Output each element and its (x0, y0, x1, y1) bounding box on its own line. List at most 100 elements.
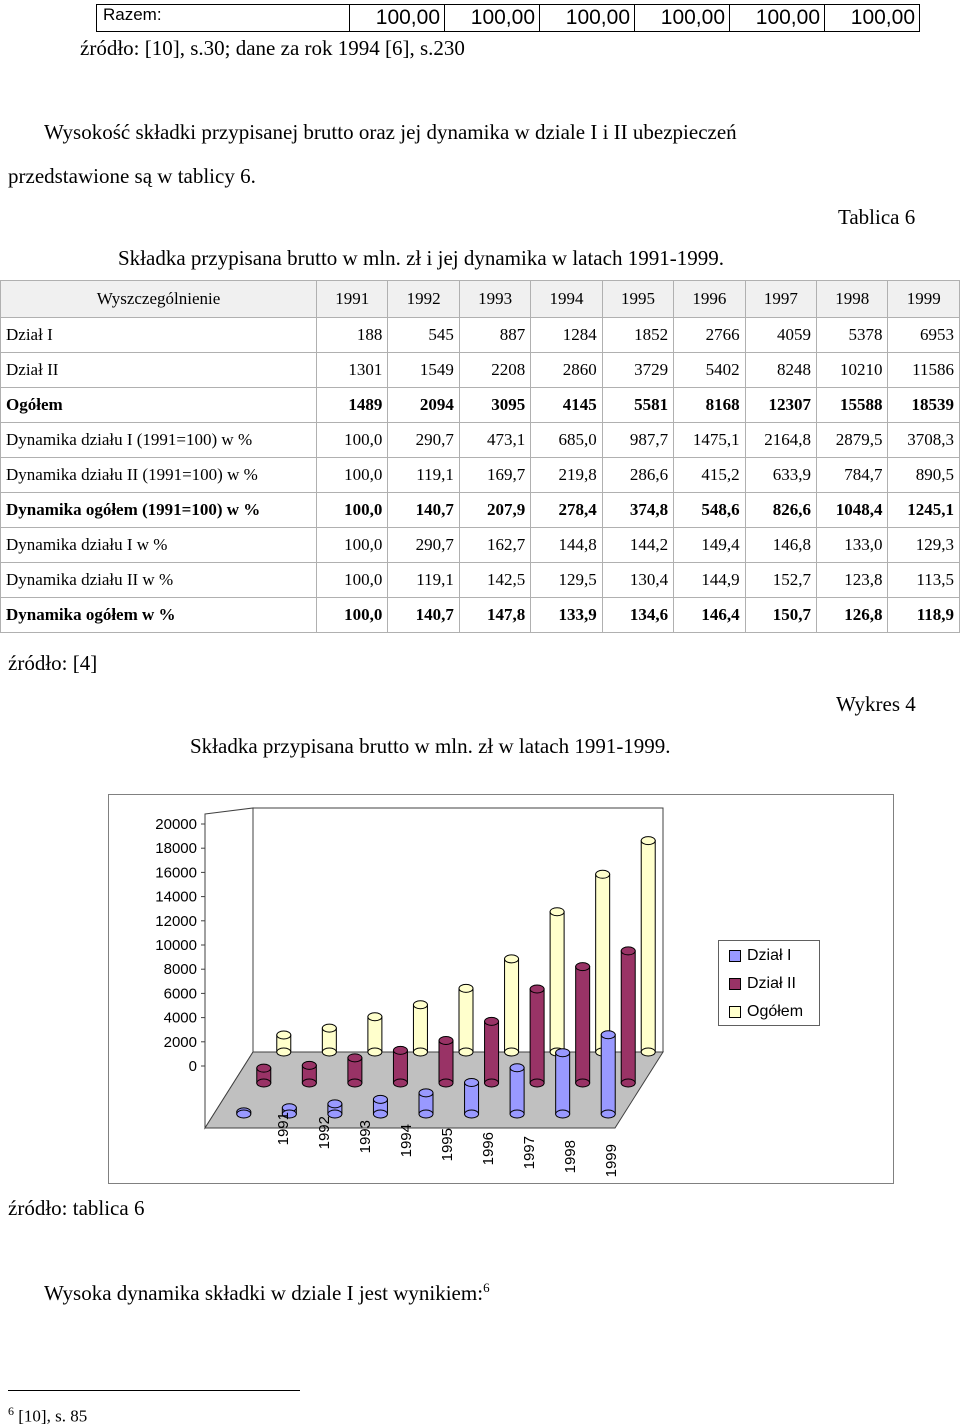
table-row: Dynamika działu I w % 100,0 290,7 162,7 144,… (0, 527, 960, 563)
table-cell: 100,0 (315, 527, 389, 563)
table-row: Dynamika ogółem w % 100,0 140,7 147,8 133,9 1… (0, 597, 960, 633)
header-year: 1996 (673, 280, 746, 318)
source-note: źródło: [10], s.30; dane za rok 1994 [6]… (80, 36, 465, 60)
bar-top (555, 1048, 571, 1058)
table-cell: 374,8 (601, 492, 675, 528)
table-cell: 5378 (816, 317, 889, 353)
table-cell: 140,7 (387, 597, 460, 633)
table-cell: 126,8 (816, 597, 889, 633)
bar-base (418, 1109, 434, 1119)
header-year: 1995 (601, 280, 675, 318)
table-cell: 129,3 (887, 527, 960, 563)
legend-item: Dział II (729, 975, 796, 993)
paragraph-text: Wysoka dynamika składki w dziale I jest … (44, 1281, 484, 1305)
bar-top (458, 983, 474, 993)
table-cell: 2766 (673, 317, 746, 353)
bar-base (276, 1047, 292, 1057)
chart-title: Składka przypisana brutto w mln. zł w la… (190, 734, 671, 758)
table-cell: 987,7 (601, 422, 675, 458)
table-cell: 100,0 (315, 422, 389, 458)
row-label: Dział I (0, 317, 317, 353)
bar-base (281, 1109, 297, 1119)
table-cell: 1284 (530, 317, 603, 353)
table-cell: 150,7 (744, 597, 818, 633)
row-label: Dynamika działu II (1991=100) w % (0, 457, 317, 493)
y-tick-label: 14000 (155, 889, 197, 906)
footnote-ref[interactable]: 6 (483, 1280, 490, 1295)
table-cell: 152,7 (744, 562, 818, 598)
bar (555, 1052, 571, 1115)
table-cell: 133,9 (530, 597, 603, 633)
header-year: 1999 (887, 280, 960, 318)
bar-base (347, 1078, 363, 1088)
chart-legend: Dział I Dział II Ogółem (718, 940, 820, 1026)
x-tick-label: 1998 (562, 1140, 579, 1173)
row-label: Ogółem (0, 387, 317, 423)
row-label: Dynamika działu I (1991=100) w % (0, 422, 317, 458)
footnote-text: [10], s. 85 (18, 1406, 88, 1426)
bar-base (575, 1078, 591, 1088)
bar (438, 1039, 454, 1084)
table-cell: 548,6 (673, 492, 746, 528)
bar-top (600, 1030, 616, 1040)
y-tick-label: 18000 (155, 840, 197, 857)
bar-top (327, 1099, 343, 1109)
table-cell: 219,8 (530, 457, 603, 493)
y-tick-label: 2000 (164, 1034, 197, 1051)
table-cell: 10210 (816, 352, 889, 388)
table-cell: 130,4 (601, 562, 675, 598)
table-cell: 169,7 (458, 457, 532, 493)
chart-floor (204, 1051, 664, 1129)
table-cell: 15588 (816, 387, 889, 423)
legend-item: Ogółem (729, 1003, 803, 1021)
bar-top (549, 907, 565, 917)
bar-base (620, 1078, 636, 1088)
bar-base (412, 1047, 428, 1057)
bar-base (529, 1078, 545, 1088)
bar-top (276, 1030, 292, 1040)
bar-top (620, 946, 636, 956)
table-cell: 545 (387, 317, 460, 353)
y-tick-label: 10000 (155, 937, 197, 954)
legend-label: Dział I (747, 947, 792, 964)
bar-base (600, 1109, 616, 1119)
footnote-number: 6 (8, 1404, 14, 1418)
table-cell: 4145 (530, 387, 603, 423)
table-cell: 146,8 (744, 527, 818, 563)
table-cell: 3708,3 (887, 422, 960, 458)
totals-value: 100,00 (634, 4, 730, 32)
header-year: 1997 (744, 280, 818, 318)
footnote: 6 [10], s. 85 (8, 1404, 87, 1427)
x-tick-label: 1992 (316, 1116, 333, 1149)
bar (600, 1034, 616, 1115)
table-cell: 129,5 (530, 562, 603, 598)
table-cell: 2879,5 (816, 422, 889, 458)
bar-base (504, 1047, 520, 1057)
bar-top (392, 1045, 408, 1055)
bar-top (321, 1023, 337, 1033)
x-tick-label: 1997 (521, 1136, 538, 1169)
table-cell: 113,5 (887, 562, 960, 598)
table-cell: 149,4 (673, 527, 746, 563)
bar-top (509, 1063, 525, 1073)
table-row: Dział I 188 545 887 1284 1852 2766 4059 5378 6953 (0, 317, 960, 353)
table-cell: 100,0 (315, 562, 389, 598)
bar-top (504, 954, 520, 964)
header-year: 1993 (458, 280, 532, 318)
table-cell: 144,2 (601, 527, 675, 563)
table-row: Dział II 1301 1549 2208 2860 3729 5402 8248 1021… (0, 352, 960, 388)
totals-value: 100,00 (824, 4, 920, 32)
y-tick-label: 0 (189, 1058, 197, 1075)
table-title: Składka przypisana brutto w mln. zł i je… (118, 246, 724, 270)
table-cell: 2094 (387, 387, 460, 423)
bar-chart: 0 2000 4000 6000 8000 10000 12000 14000 16000 180… (155, 807, 664, 1177)
table-cell: 826,6 (744, 492, 818, 528)
row-label: Dynamika ogółem (1991=100) w % (0, 492, 317, 528)
table-cell: 278,4 (530, 492, 603, 528)
bar-top (372, 1094, 388, 1104)
bar-top (301, 1060, 317, 1070)
bar (484, 1020, 500, 1084)
bar (464, 1081, 480, 1115)
source-note: źródło: tablica 6 (8, 1196, 145, 1220)
table-cell: 1048,4 (816, 492, 889, 528)
